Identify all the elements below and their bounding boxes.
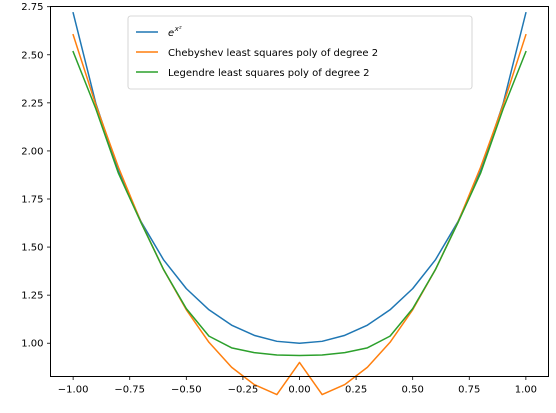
x-tick-label: 0.25 bbox=[345, 385, 367, 396]
legend: ex² Chebyshev least squares poly of degre… bbox=[127, 15, 473, 90]
series-line-3 bbox=[72, 50, 527, 357]
x-tick-label: 0.75 bbox=[458, 385, 480, 396]
y-tick-label: 1.25 bbox=[21, 291, 43, 302]
y-tick-label: 1.00 bbox=[21, 339, 43, 350]
y-tick-label: 1.75 bbox=[21, 195, 43, 206]
x-tick-label: −0.50 bbox=[171, 385, 202, 396]
y-tick-label: 2.50 bbox=[21, 50, 43, 61]
x-tick-label: 0.00 bbox=[288, 385, 310, 396]
x-tick-label: −0.25 bbox=[228, 385, 259, 396]
y-tick-label: 1.50 bbox=[21, 243, 43, 254]
x-tick-label: −1.00 bbox=[58, 385, 89, 396]
legend-label-1: ex² bbox=[168, 25, 182, 39]
y-tick-label: 2.25 bbox=[21, 98, 43, 109]
y-axis: 1.00 1.25 1.50 1.75 2.00 2.25 2.50 2.75 bbox=[21, 2, 51, 350]
legend-label-2: Chebyshev least squares poly of degree 2 bbox=[168, 48, 378, 59]
legend-label-3: Legendre least squares poly of degree 2 bbox=[168, 68, 370, 79]
y-tick-label: 2.00 bbox=[21, 146, 43, 157]
legend-box bbox=[127, 15, 473, 90]
series-line-1 bbox=[72, 11, 527, 344]
x-tick-label: 0.50 bbox=[402, 385, 424, 396]
x-axis: −1.00 −0.75 −0.50 −0.25 0.00 0.25 0.50 0.75 1.00 bbox=[58, 376, 537, 396]
series-layer bbox=[72, 11, 527, 396]
x-tick-label: 1.00 bbox=[515, 385, 537, 396]
y-tick-label: 2.75 bbox=[21, 2, 43, 13]
x-tick-label: −0.75 bbox=[114, 385, 145, 396]
